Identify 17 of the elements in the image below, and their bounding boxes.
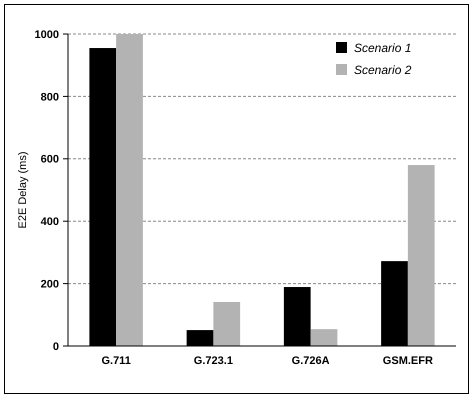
bar	[213, 302, 240, 346]
y-tick-label: 0	[52, 340, 59, 353]
x-tick-label: G.723.1	[194, 355, 233, 367]
legend-label: Scenario 2	[354, 63, 412, 77]
y-axis-title: E2E Delay (ms)	[17, 151, 29, 229]
legend-label: Scenario 1	[354, 41, 412, 55]
y-tick-label: 600	[40, 154, 59, 166]
y-tick-label: 200	[40, 278, 59, 290]
x-tick-label: GSM.EFR	[382, 355, 433, 367]
bar	[408, 165, 435, 346]
x-tick-label: G.711	[101, 355, 131, 367]
bar	[116, 34, 143, 346]
y-tick-label: 1000	[34, 28, 59, 41]
bar	[310, 329, 338, 346]
x-tick-label: G.726A	[292, 355, 330, 367]
y-tick-label: 800	[40, 91, 59, 104]
y-tick-label: 400	[40, 216, 59, 228]
